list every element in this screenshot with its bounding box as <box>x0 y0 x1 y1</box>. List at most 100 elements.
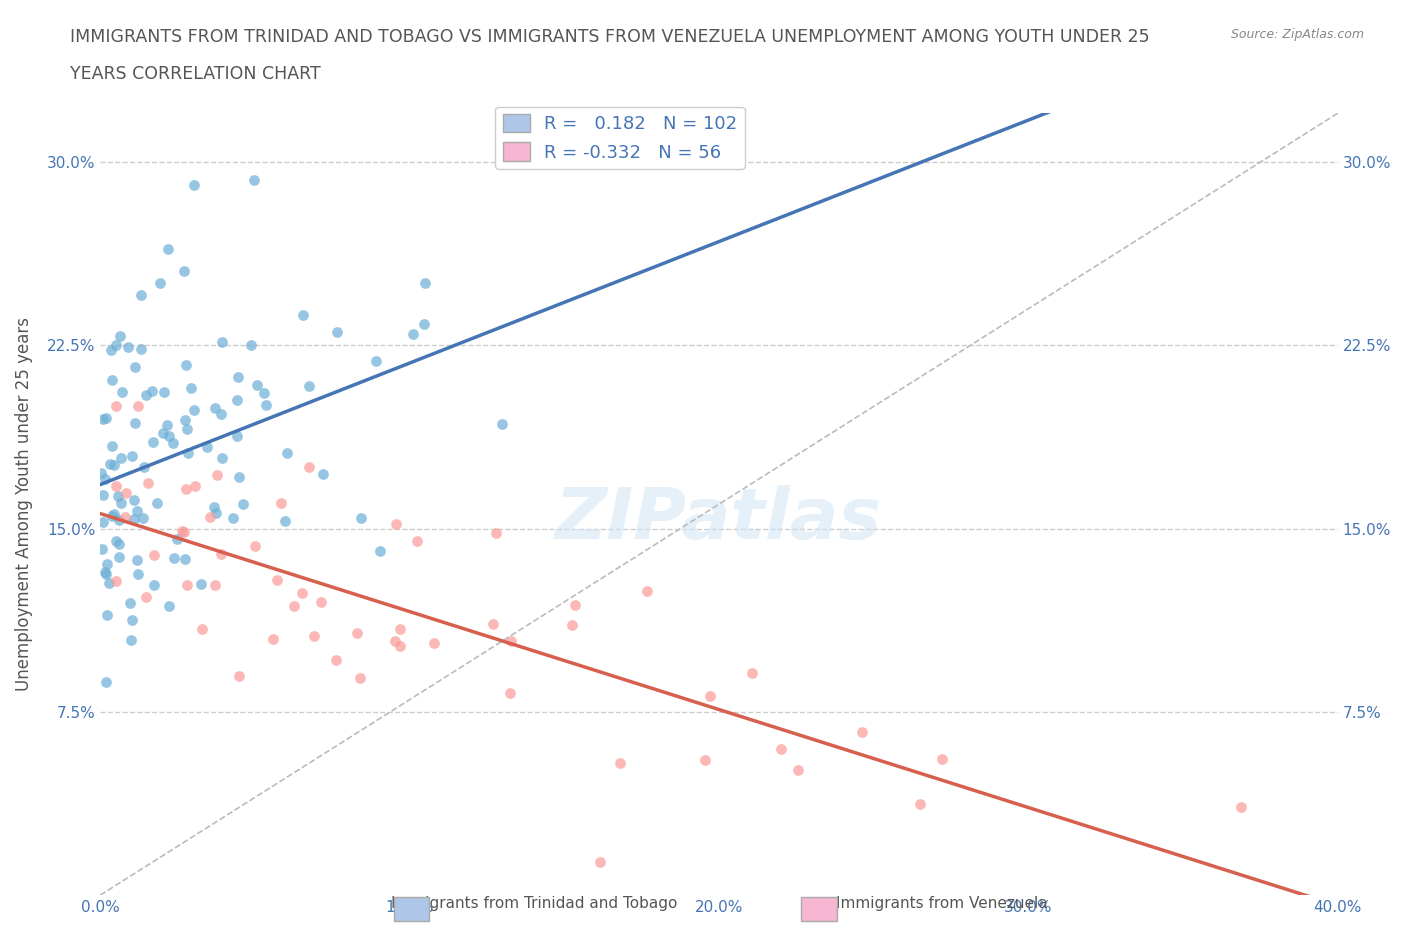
Point <box>311 594 333 609</box>
Point <box>366 353 388 368</box>
Point <box>110 451 132 466</box>
Point <box>384 516 406 531</box>
Point <box>108 550 131 565</box>
Point <box>205 506 228 521</box>
Point <box>174 482 197 497</box>
Point <box>368 543 391 558</box>
Point <box>491 417 513 432</box>
Point <box>423 635 446 650</box>
Point <box>108 537 131 551</box>
Text: ZIPatlas: ZIPatlas <box>555 485 883 554</box>
Point <box>141 383 163 398</box>
Point <box>415 276 437 291</box>
Point <box>104 573 127 588</box>
Point <box>180 380 202 395</box>
Point <box>770 742 793 757</box>
Point <box>93 411 115 426</box>
Point <box>118 596 141 611</box>
Point <box>349 671 371 685</box>
Point <box>127 567 149 582</box>
Point <box>1230 799 1253 814</box>
Point <box>170 524 193 538</box>
Point <box>125 503 148 518</box>
Point <box>283 599 305 614</box>
Point <box>93 472 115 486</box>
Point <box>228 669 250 684</box>
Point <box>145 496 167 511</box>
Point <box>346 626 368 641</box>
Point <box>274 513 297 528</box>
Point <box>121 449 143 464</box>
Point <box>114 485 136 500</box>
Point <box>205 468 228 483</box>
Point <box>254 397 277 412</box>
Point <box>91 541 114 556</box>
Point <box>143 578 166 592</box>
Point <box>204 578 226 592</box>
Point <box>209 547 232 562</box>
Point <box>173 264 195 279</box>
Point <box>101 509 124 524</box>
Point <box>211 450 233 465</box>
Point <box>699 688 721 703</box>
Point <box>222 511 245 525</box>
Point <box>384 633 406 648</box>
Point <box>636 583 658 598</box>
Point <box>389 639 412 654</box>
Point <box>93 565 115 579</box>
Point <box>291 585 314 600</box>
Point <box>103 458 125 472</box>
Point <box>413 317 436 332</box>
Point <box>183 403 205 418</box>
Point <box>228 470 250 485</box>
Point <box>246 378 269 392</box>
Point <box>125 552 148 567</box>
Point <box>312 467 335 482</box>
Text: IMMIGRANTS FROM TRINIDAD AND TOBAGO VS IMMIGRANTS FROM VENEZUELA UNEMPLOYMENT AM: IMMIGRANTS FROM TRINIDAD AND TOBAGO VS I… <box>70 28 1150 46</box>
Point <box>326 325 349 339</box>
Point <box>176 578 198 592</box>
Point <box>131 511 153 525</box>
Point <box>325 653 347 668</box>
Point <box>96 410 118 425</box>
Point <box>104 399 127 414</box>
Point <box>129 342 152 357</box>
Point <box>183 177 205 192</box>
Point <box>96 557 118 572</box>
Point <box>226 370 249 385</box>
Point <box>108 513 131 528</box>
Point <box>183 479 205 494</box>
Point <box>157 429 180 444</box>
Point <box>173 551 195 566</box>
Point <box>226 429 249 444</box>
Point <box>148 275 170 290</box>
Point <box>609 756 631 771</box>
Point <box>190 577 212 591</box>
Point <box>96 675 118 690</box>
Point <box>91 515 114 530</box>
Point <box>121 613 143 628</box>
Point <box>262 632 284 647</box>
Point <box>97 576 120 591</box>
Point <box>163 551 186 565</box>
Point <box>101 373 124 388</box>
Point <box>94 566 117 581</box>
Point <box>157 242 180 257</box>
Point <box>110 496 132 511</box>
Point <box>111 385 134 400</box>
Point <box>177 445 200 460</box>
Point <box>202 499 225 514</box>
Point <box>402 326 425 341</box>
Point <box>132 459 155 474</box>
Point <box>122 492 145 507</box>
Point <box>166 532 188 547</box>
Point <box>232 497 254 512</box>
Point <box>209 406 232 421</box>
Point <box>91 488 114 503</box>
Point <box>152 425 174 440</box>
Point <box>588 855 610 870</box>
Point <box>211 335 233 350</box>
Point <box>98 456 121 471</box>
Point <box>787 763 810 777</box>
Point <box>120 632 142 647</box>
